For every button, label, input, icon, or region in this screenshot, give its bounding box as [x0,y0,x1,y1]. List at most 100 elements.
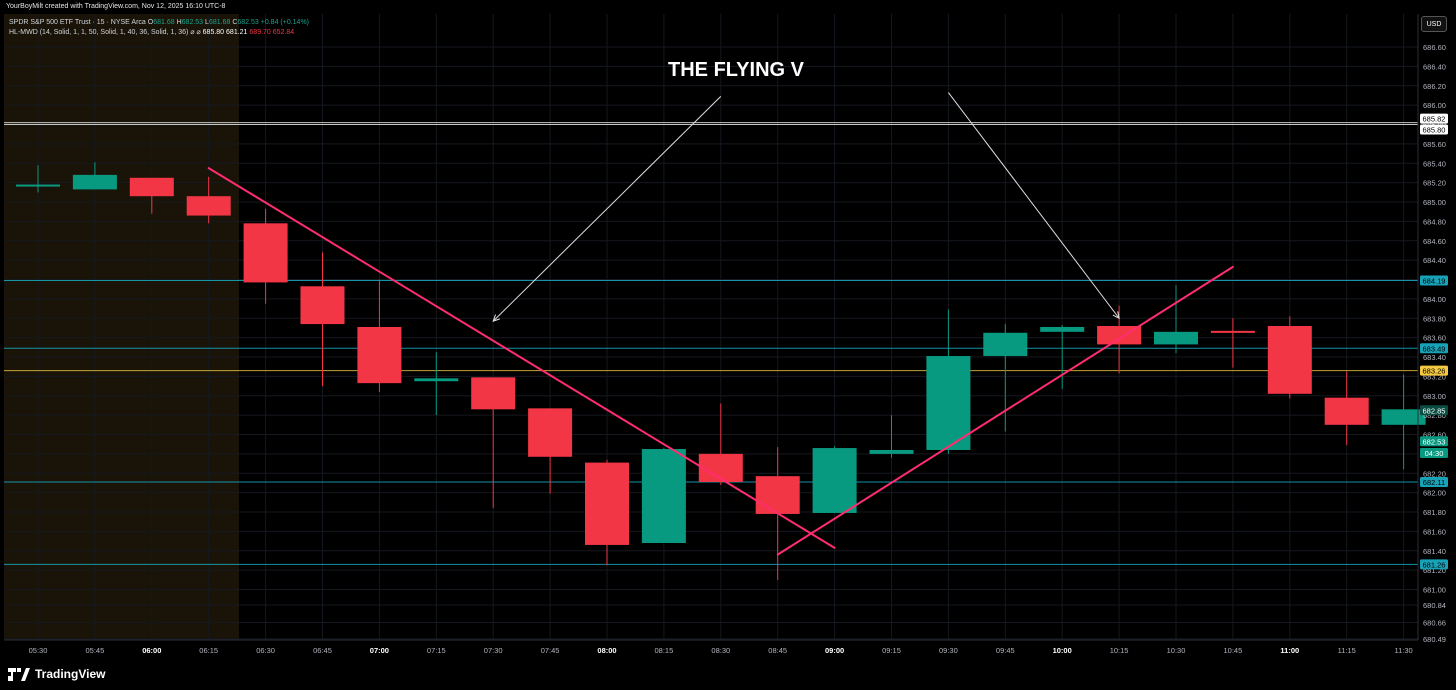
candle-body [585,462,629,545]
price-tick-label: 682.80 [1423,411,1446,420]
price-tick-label: 682.60 [1423,431,1446,440]
time-tick-label: 10:30 [1167,646,1186,655]
price-tick-label: 682.20 [1423,469,1446,478]
price-tick-label: 683.20 [1423,372,1446,381]
time-tick-label: 10:15 [1110,646,1129,655]
time-tick-label: 11:15 [1338,646,1356,655]
chart-legend: SPDR S&P 500 ETF Trust · 15 · NYSE Arca … [9,18,309,38]
time-tick-label: 05:45 [86,646,105,655]
price-tick-label: 681.00 [1423,586,1446,595]
price-axis[interactable]: 686.60686.40686.20686.00685.80685.60685.… [1423,43,1446,644]
time-tick-label: 11:30 [1394,646,1412,655]
level-price-label: 684.19 [1423,276,1446,285]
price-tick-label: 682.00 [1423,489,1446,498]
time-tick-label: 09:30 [939,646,958,655]
tradingview-logo[interactable]: TradingView [8,667,105,681]
candle-body [16,184,60,187]
level-price-label: 681.26 [1423,560,1446,569]
price-tick-label: 685.20 [1423,179,1446,188]
candle-body [129,177,174,197]
time-tick-label: 09:15 [882,646,901,655]
time-tick-label: 08:15 [655,646,674,655]
annotation-arrow-line [492,96,722,322]
symbol-legend-row[interactable]: SPDR S&P 500 ETF Trust · 15 · NYSE Arca … [9,18,309,28]
candle-body [243,223,288,283]
level-price-label-bg [1420,275,1448,286]
current-price-label: 04:30 [1425,449,1444,458]
candle-body [1097,326,1142,345]
annotation-arrows [492,92,1120,322]
level-price-label-bg [1420,365,1448,376]
price-tick-label: 681.20 [1423,566,1446,575]
candle-body [186,196,231,216]
open-value: 681.68 [153,19,175,26]
time-tick-label: 05:30 [29,646,48,655]
flying-v-annotation: THE FLYING V [668,59,805,81]
current-price-label-bg [1420,436,1448,447]
open-label: O [147,19,154,26]
candle-body [869,450,914,454]
chart-caption: YourBoyMilt created with TradingView.com… [6,3,226,10]
candle-body [926,356,971,450]
indicator-legend-row[interactable]: HL-MWD (14, Solid, 1, 1, 50, Solid, 1, 4… [9,28,309,38]
tradingview-logo-icon [8,667,30,681]
currency-button[interactable]: USD [1421,16,1447,32]
candle-body [357,326,402,384]
annotation-arrow-head [492,314,500,322]
price-tick-label: 684.60 [1423,237,1446,246]
time-tick-label: 07:15 [427,646,446,655]
current-price-label: 682.85 [1423,406,1446,415]
current-price-label-bg [1420,448,1448,459]
level-price-label: 685.80 [1423,126,1446,135]
symbol-name: SPDR S&P 500 ETF Trust · 15 · NYSE Arca [9,19,146,26]
time-tick-label: 07:45 [541,646,560,655]
level-price-label: 683.26 [1423,367,1446,376]
price-tick-label: 686.00 [1423,101,1446,110]
time-axis[interactable]: 05:30 05:45 06:00 06:15 06:30 06:45 07:00 07:15… [29,646,1413,655]
time-tick-label: 07:30 [484,646,503,655]
low-value: 681.68 [208,19,231,26]
annotation-arrow-line [948,92,1120,319]
price-tick-label: 686.60 [1423,43,1446,52]
price-tick-label: 680.66 [1423,618,1446,627]
price-tick-label: 684.40 [1423,256,1446,265]
candle-body [414,378,459,382]
time-tick-label: 06:00 [142,646,161,655]
low-label: L [205,19,209,26]
candle-body [812,448,857,513]
indicator-value-4: 652.84 [272,29,295,36]
price-tick-label: 686.40 [1423,62,1446,71]
candle-body [1381,409,1426,425]
price-tick-label: 684.00 [1423,295,1446,304]
current-price-label: 682.53 [1423,437,1446,446]
candle-body [300,286,345,325]
time-tick-label: 11:00 [1280,646,1299,655]
price-tick-label: 681.40 [1423,547,1446,556]
high-value: 682.53 [181,19,204,26]
time-tick-label: 06:30 [256,646,275,655]
change-value: +0.84 (+0.14%) [260,19,310,26]
time-tick-label: 09:45 [996,646,1015,655]
level-price-label-bg [1420,343,1448,354]
indicator-value-3: 689.70 [249,29,271,36]
indicator-value-2: 681.21 [226,29,248,36]
price-tick-label: 681.80 [1423,508,1446,517]
close-value: 682.53 [237,19,259,26]
candle-body [1040,326,1085,332]
current-price-label-bg [1420,405,1448,416]
time-tick-label: 10:00 [1053,646,1072,655]
price-tick-label: 683.00 [1423,392,1446,401]
price-tick-label: 683.40 [1423,353,1446,362]
candle-body [528,408,573,457]
level-price-label-bg [1420,113,1448,124]
level-price-label-bg [1420,476,1448,487]
candle-body [471,377,516,410]
level-price-label: 685.82 [1423,115,1446,124]
footer-bar [0,659,1456,690]
indicator-icons: ⌀ ⌀ [190,29,201,36]
trendline [207,167,836,549]
time-tick-label: 08:00 [597,646,616,655]
time-tick-label: 09:00 [825,646,844,655]
candle-body [1324,397,1369,425]
